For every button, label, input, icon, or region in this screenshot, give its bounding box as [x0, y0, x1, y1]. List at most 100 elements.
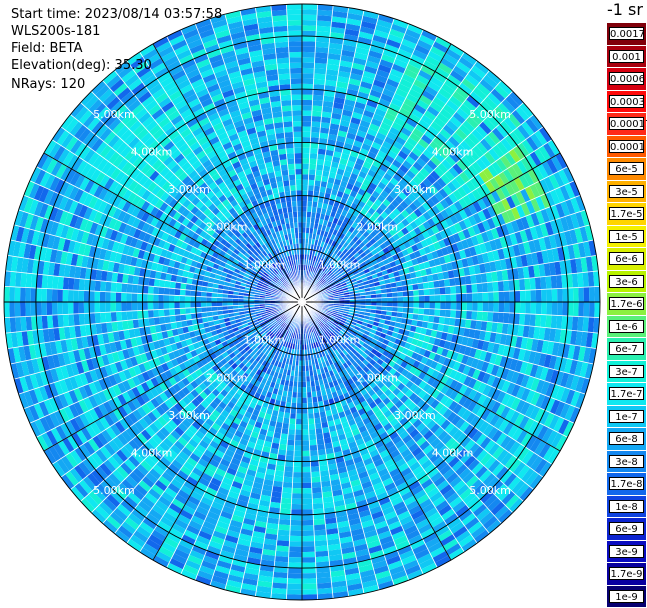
range-bin	[273, 577, 288, 583]
range-bin	[164, 309, 170, 317]
range-bin	[398, 297, 403, 302]
range-bin	[520, 290, 526, 302]
range-bin	[552, 302, 558, 315]
range-bin	[430, 302, 436, 309]
range-bin	[424, 289, 430, 296]
range-bin	[449, 278, 455, 287]
range-bin	[295, 424, 302, 430]
range-bin	[293, 467, 302, 473]
range-bin	[313, 503, 324, 509]
range-bin	[289, 418, 296, 424]
range-bin	[568, 302, 574, 316]
range-bin	[302, 31, 316, 37]
range-bin	[589, 302, 595, 317]
range-bin	[289, 547, 302, 553]
range-bin	[281, 493, 292, 499]
range-bin	[302, 185, 308, 191]
range-bin	[445, 286, 451, 294]
range-bin	[440, 287, 446, 295]
range-bin	[302, 9, 317, 15]
range-bin	[302, 536, 315, 542]
range-bin	[132, 311, 138, 320]
range-bin	[310, 445, 318, 451]
range-bin	[530, 314, 536, 327]
range-bin	[290, 520, 302, 526]
range-bin	[504, 291, 510, 302]
range-bin	[312, 482, 322, 488]
range-bin	[296, 419, 302, 425]
range-bin	[451, 294, 457, 302]
range-bin	[79, 313, 85, 325]
range-bin	[471, 284, 477, 294]
range-bin	[169, 309, 175, 316]
range-bin	[451, 302, 457, 310]
range-bin	[185, 308, 191, 314]
range-bin	[540, 276, 546, 289]
range-bin	[302, 137, 311, 143]
range-bin	[302, 121, 312, 127]
range-bin	[111, 312, 117, 322]
range-bin	[295, 440, 303, 446]
range-bin	[196, 307, 202, 313]
range-bin	[170, 315, 176, 323]
range-bin	[577, 317, 583, 332]
range-bin	[20, 317, 26, 332]
range-bin	[277, 535, 290, 541]
range-bin	[446, 302, 452, 310]
range-bin	[428, 315, 434, 323]
range-bin	[302, 190, 308, 195]
range-bin	[434, 309, 440, 317]
range-bin	[408, 296, 414, 302]
range-bin	[153, 310, 159, 318]
range-bin	[584, 287, 590, 302]
range-bin	[562, 288, 568, 302]
range-bin	[287, 440, 295, 446]
range-bin	[525, 290, 531, 302]
range-bin	[536, 290, 542, 303]
range-bin	[302, 461, 311, 467]
range-bin	[302, 446, 310, 452]
range-bin	[525, 302, 531, 314]
range-bin	[541, 289, 547, 302]
range-bin	[289, 552, 302, 558]
range-bin	[42, 315, 48, 329]
range-bin	[291, 499, 302, 505]
range-bin	[430, 295, 436, 302]
range-bin	[535, 277, 541, 290]
range-bin	[314, 63, 327, 69]
range-bin	[292, 483, 302, 489]
range-bin	[314, 74, 326, 80]
range-bin	[291, 515, 302, 521]
range-bin	[302, 84, 313, 90]
range-bin	[294, 446, 302, 452]
range-bin	[302, 483, 312, 489]
range-bin	[302, 158, 310, 164]
range-bin	[387, 297, 393, 302]
range-bin	[288, 557, 302, 563]
range-bin	[47, 315, 53, 329]
range-bin	[302, 15, 317, 21]
range-bin	[477, 293, 483, 303]
range-bin	[286, 450, 294, 456]
range-bin	[283, 482, 293, 488]
range-bin	[302, 451, 310, 457]
range-bin	[477, 283, 483, 293]
range-bin	[309, 159, 317, 165]
range-bin	[159, 309, 165, 317]
range-bin	[318, 449, 327, 455]
range-bin	[292, 488, 302, 494]
range-bin	[408, 290, 414, 296]
range-bin	[536, 302, 542, 315]
range-bin	[308, 418, 315, 424]
range-bin	[310, 153, 318, 159]
range-bin	[477, 311, 483, 321]
range-bin	[302, 456, 310, 462]
range-bin	[275, 551, 289, 557]
range-bin	[292, 493, 302, 499]
range-bin	[547, 289, 553, 302]
range-bin	[302, 541, 315, 547]
range-bin	[302, 547, 315, 553]
range-bin	[314, 68, 327, 74]
range-bin	[594, 286, 600, 302]
range-bin	[317, 20, 332, 26]
